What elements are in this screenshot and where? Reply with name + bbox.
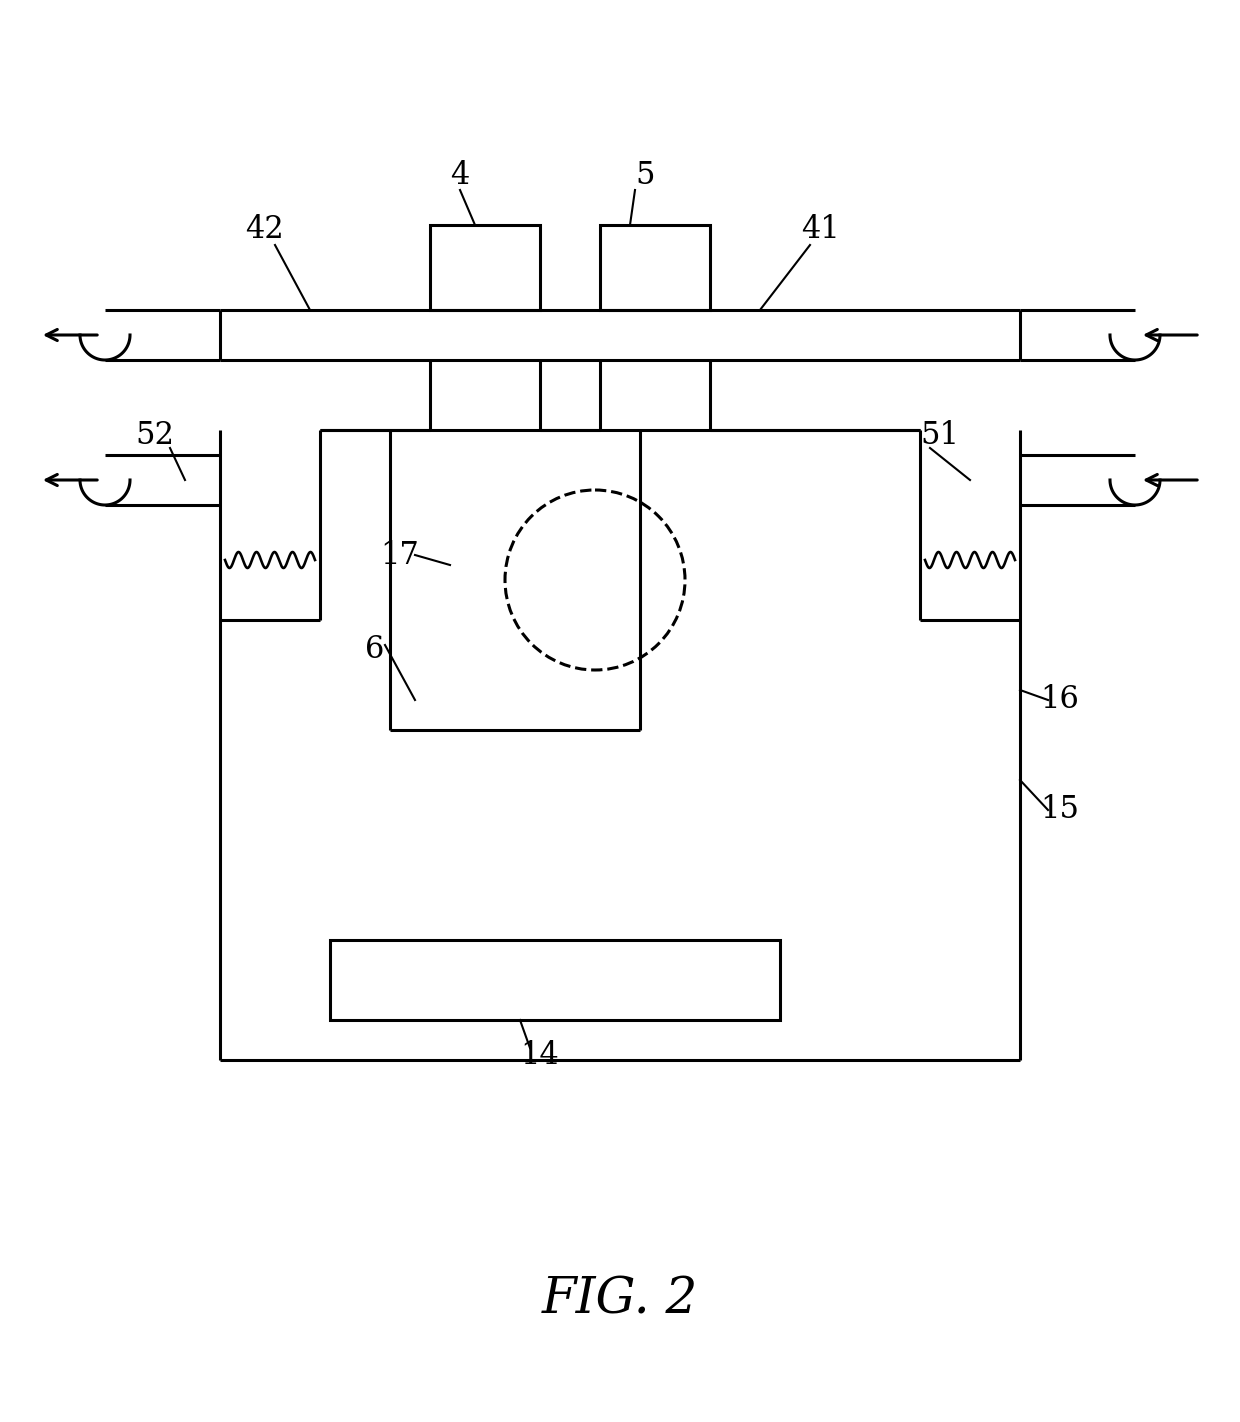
Text: FIG. 2: FIG. 2 [542,1276,698,1325]
Bar [600,225,711,310]
Text: 14: 14 [521,1039,559,1071]
Text: 42: 42 [246,215,284,246]
Text: 6: 6 [366,634,384,665]
Text: 41: 41 [801,215,839,246]
Bar [330,940,780,1020]
Text: 17: 17 [381,539,419,570]
Text: 52: 52 [135,419,175,451]
Text: 5: 5 [635,159,655,191]
Text: 15: 15 [1040,795,1080,826]
Text: 4: 4 [450,159,470,191]
Bar [430,225,539,310]
Text: 16: 16 [1040,684,1080,715]
Text: 51: 51 [920,419,960,451]
